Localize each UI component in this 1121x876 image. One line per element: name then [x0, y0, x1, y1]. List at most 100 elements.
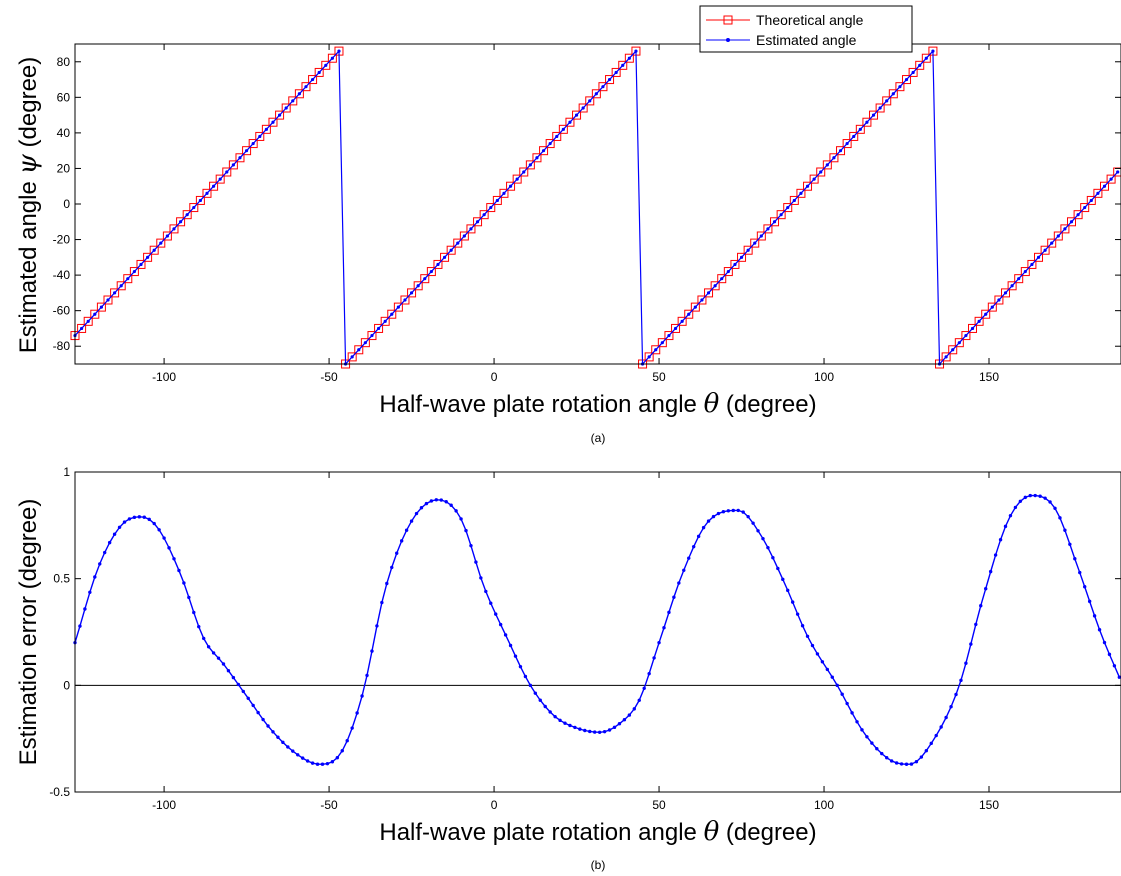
estimated-marker — [139, 262, 143, 267]
estimation-error-marker — [137, 515, 142, 519]
estimation-error-marker — [380, 600, 384, 605]
legend-label-theoretical: Theoretical angle — [756, 12, 864, 28]
estimation-error-marker — [716, 511, 721, 516]
panel-caption-b: (b) — [591, 858, 606, 872]
estimation-error-marker — [528, 683, 533, 688]
estimation-error-marker — [746, 514, 750, 519]
estimated-marker — [746, 248, 750, 252]
ticks-b: -100 -50 0 50 100 150 -0.5 0 0.5 1 — [49, 465, 1121, 812]
estimation-error-marker — [226, 669, 231, 673]
theoretical-marker — [96, 302, 106, 312]
estimation-error-marker — [647, 671, 651, 676]
theoretical-marker — [1034, 252, 1044, 262]
estimation-error-marker — [1033, 493, 1037, 498]
theoretical-marker — [182, 210, 192, 220]
estimation-error-marker — [414, 511, 419, 516]
estimated-marker — [561, 127, 565, 131]
theoretical-marker — [202, 188, 212, 198]
estimation-error-marker — [860, 728, 864, 732]
estimated-marker — [799, 191, 803, 195]
estimation-error-marker — [187, 595, 191, 600]
theoretical-marker — [869, 110, 879, 120]
estimation-error-marker — [395, 551, 399, 555]
theoretical-marker — [440, 252, 450, 262]
estimated-marker — [891, 92, 895, 96]
y-tick-label-a: 20 — [57, 161, 71, 175]
estimation-error-marker — [696, 534, 701, 539]
theoretical-marker — [611, 67, 621, 77]
theoretical-marker — [367, 331, 377, 341]
estimated-marker — [1030, 262, 1034, 267]
estimated-marker — [515, 177, 519, 181]
estimation-error-marker — [291, 749, 295, 753]
theoretical-marker — [664, 331, 674, 341]
estimation-error-marker — [1018, 499, 1023, 503]
theoretical-marker — [690, 302, 700, 312]
theoretical-marker — [525, 160, 535, 170]
theoretical-marker — [492, 195, 502, 205]
x-tick-label-a: 100 — [814, 370, 834, 384]
estimation-error-marker — [474, 560, 478, 564]
theoretical-marker — [908, 67, 918, 77]
estimated-marker — [1043, 248, 1047, 252]
estimated-marker — [885, 99, 889, 103]
estimation-error-marker — [162, 536, 166, 540]
estimated-marker — [449, 248, 453, 252]
y-tick-label-a: 40 — [57, 126, 71, 140]
estimation-error-marker — [513, 654, 518, 658]
estimated-marker — [601, 85, 605, 89]
theoretical-marker — [314, 67, 324, 77]
estimation-error-marker — [786, 588, 790, 593]
estimation-error-marker — [1102, 640, 1107, 645]
estimated-marker — [324, 63, 328, 67]
estimation-error-marker — [1028, 493, 1032, 498]
estimated-marker — [370, 333, 374, 338]
y-tick-label-a: 80 — [57, 55, 71, 69]
theoretical-marker — [209, 181, 219, 191]
estimation-error-marker — [300, 756, 305, 760]
estimation-error-marker — [78, 624, 82, 628]
estimation-error-marker — [602, 729, 607, 734]
estimated-marker — [93, 312, 97, 316]
theoretical-marker — [545, 139, 555, 149]
theoretical-marker — [1027, 259, 1037, 269]
theoretical-marker — [948, 345, 958, 355]
estimated-marker — [429, 269, 433, 274]
estimation-error-marker — [325, 761, 330, 766]
ticks-a: -100 -50 0 50 100 150 -80 -60 -40 -20 0 20 40 60 80 — [53, 44, 1121, 384]
estimation-error-marker — [1053, 506, 1057, 510]
estimated-marker — [944, 355, 948, 359]
estimated-marker — [330, 56, 334, 60]
estimation-error-marker — [439, 498, 443, 502]
estimation-error-marker — [711, 514, 716, 519]
estimated-marker — [271, 120, 275, 124]
estimation-error-marker — [216, 656, 221, 660]
estimation-error-marker — [776, 566, 780, 571]
estimation-error-marker — [870, 741, 874, 745]
estimation-error-marker — [988, 569, 993, 574]
theoretical-marker — [235, 153, 245, 163]
estimated-marker — [693, 305, 697, 309]
estimation-error-marker — [667, 610, 671, 615]
theoretical-marker — [1086, 195, 1096, 205]
estimated-marker — [205, 191, 209, 195]
estimated-marker — [304, 85, 308, 89]
estimation-error-marker — [419, 506, 424, 510]
estimation-error-marker — [459, 517, 463, 521]
estimation-error-marker — [875, 747, 879, 751]
estimated-marker — [1089, 198, 1093, 203]
estimation-error-marker — [954, 692, 958, 697]
estimated-marker — [264, 127, 268, 131]
estimation-error-marker — [533, 691, 538, 695]
theoretical-marker — [809, 174, 819, 184]
estimated-marker — [165, 234, 169, 238]
theoretical-marker — [855, 124, 865, 134]
estimated-marker — [1063, 227, 1067, 231]
theoretical-marker — [987, 302, 997, 312]
estimation-error-marker — [548, 710, 552, 714]
theoretical-marker — [281, 103, 291, 113]
estimated-marker — [1017, 277, 1021, 281]
estimation-error-marker — [286, 745, 290, 749]
estimation-error-marker — [885, 756, 889, 760]
estimation-error-marker — [167, 546, 171, 550]
